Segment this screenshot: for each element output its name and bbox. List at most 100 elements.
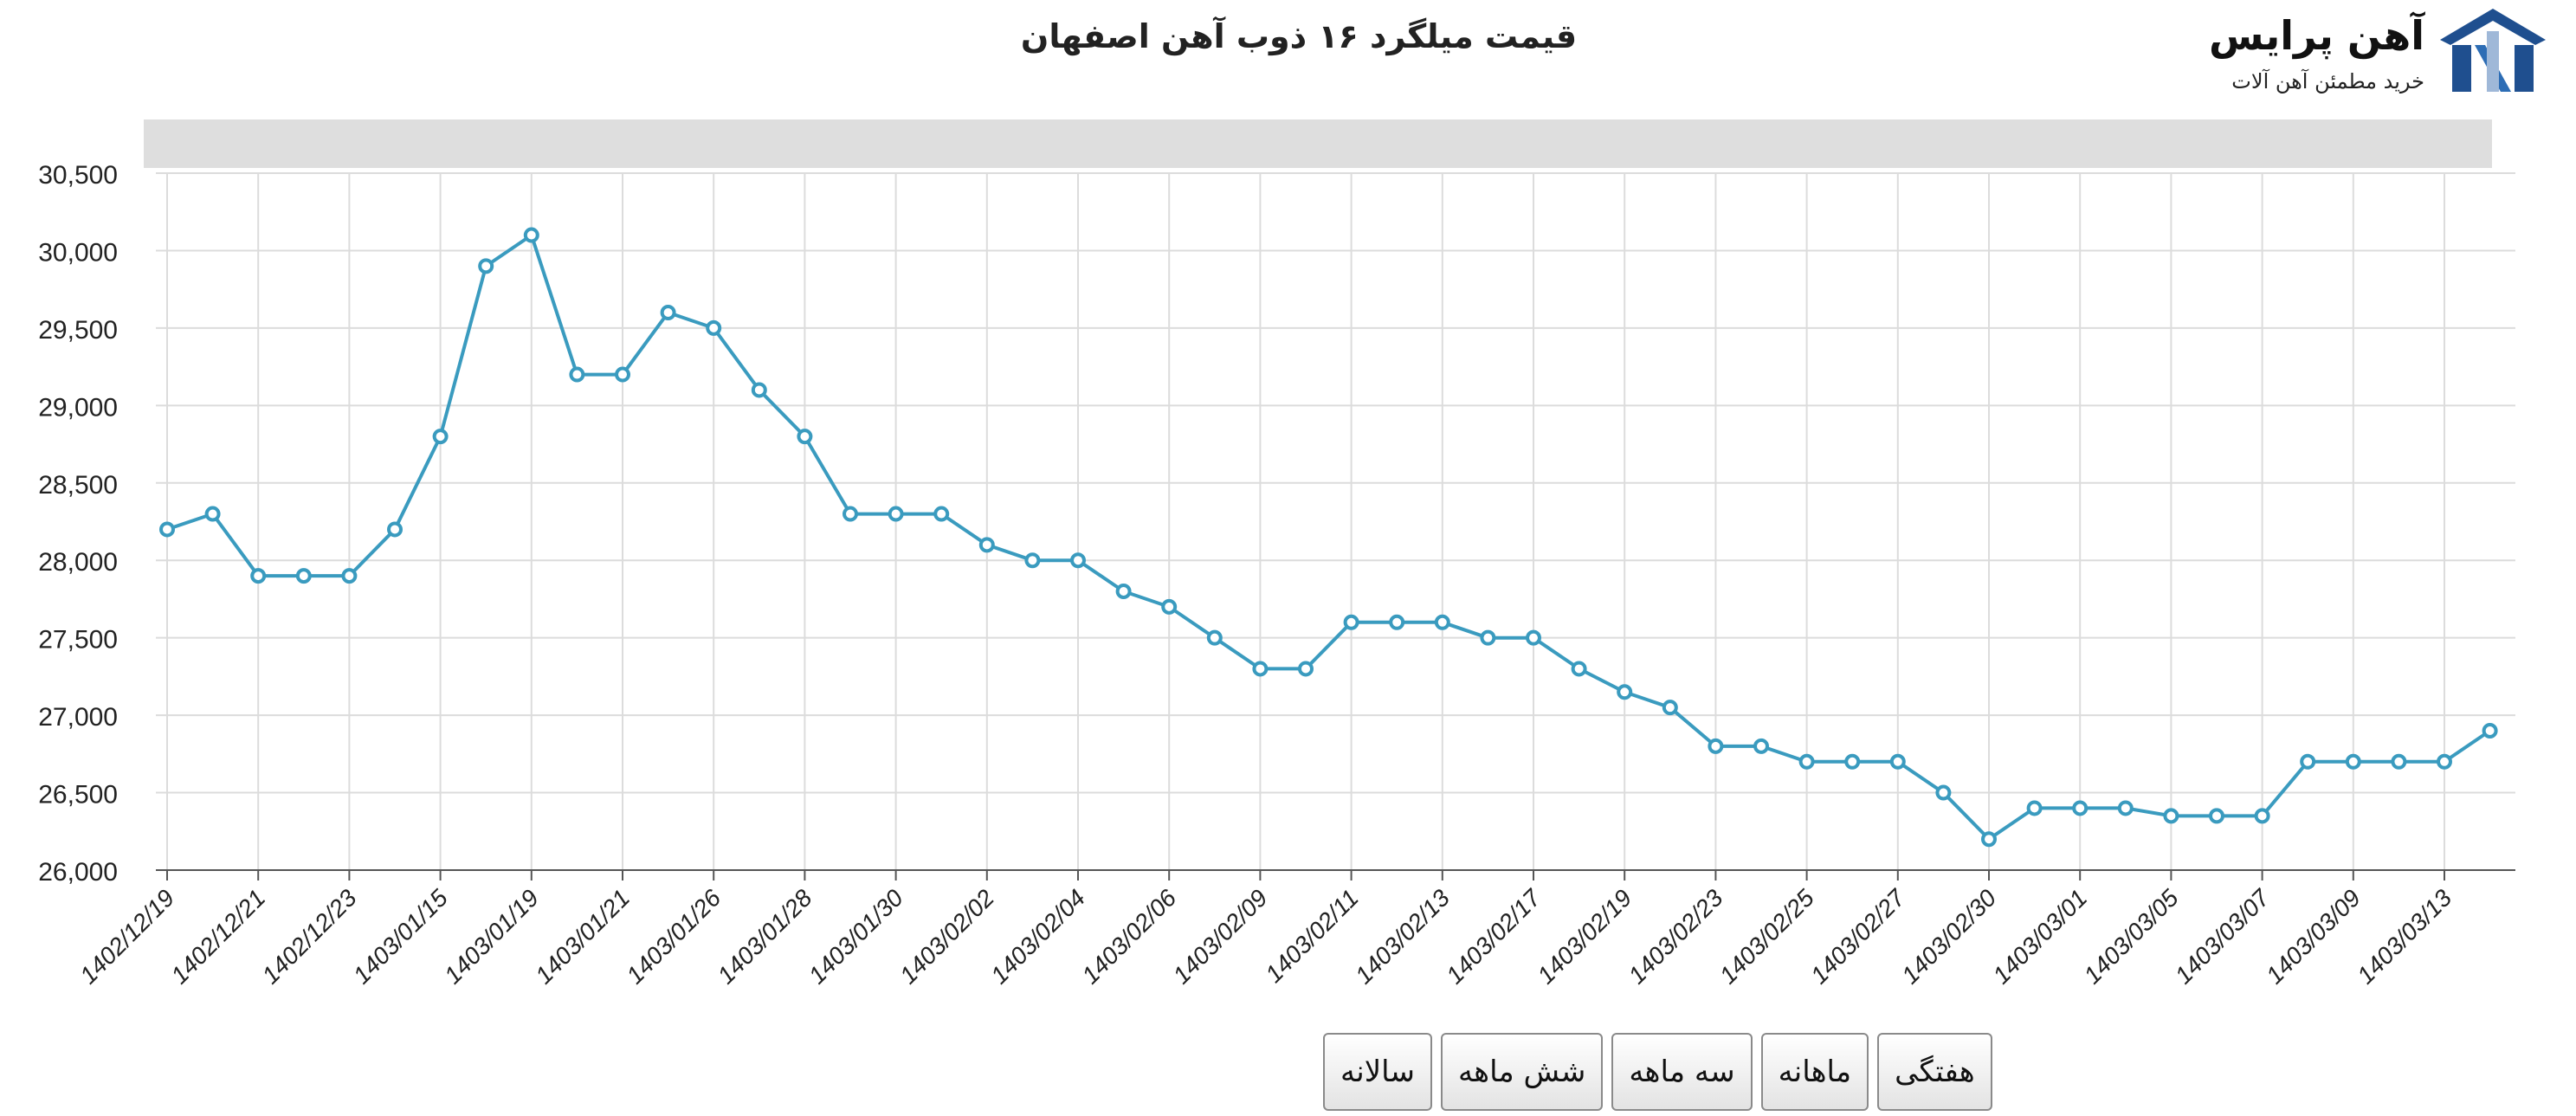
x-tick-label: 1403/02/17 — [1441, 883, 1546, 989]
data-point[interactable] — [1161, 598, 1178, 615]
x-tick-label: 1403/03/13 — [2352, 884, 2457, 989]
data-point[interactable] — [2117, 800, 2134, 816]
x-tick-label: 1403/02/23 — [1624, 884, 1728, 989]
chart-title: قیمت میلگرد ۱۶ ذوب آهن اصفهان — [1020, 17, 1578, 55]
data-point[interactable] — [2391, 753, 2407, 770]
data-point[interactable] — [250, 568, 267, 584]
data-point[interactable] — [1115, 584, 1132, 599]
data-point[interactable] — [478, 258, 494, 274]
data-point[interactable] — [387, 521, 403, 538]
y-axis-labels: 26,000 26,500 27,000 27,500 28,000 28,500 29,0… — [38, 161, 118, 887]
brand-tagline: خرید مطمئن آهن آلات — [2231, 69, 2424, 94]
data-point[interactable] — [2072, 800, 2089, 816]
data-point[interactable] — [1389, 614, 1405, 630]
data-point[interactable] — [1617, 684, 1633, 700]
data-point[interactable] — [2345, 753, 2361, 770]
data-point[interactable] — [1981, 831, 1997, 848]
data-point[interactable] — [523, 227, 539, 243]
data-point[interactable] — [1662, 700, 1678, 716]
y-tick-label: 30,500 — [38, 161, 118, 190]
data-point[interactable] — [660, 305, 676, 320]
x-tick-label: 1403/02/27 — [1805, 883, 1911, 989]
data-point[interactable] — [797, 429, 813, 445]
data-point[interactable] — [1434, 614, 1450, 630]
data-point[interactable] — [204, 506, 221, 522]
line-chart: 26,000 26,500 27,000 27,500 28,000 28,500 29,0… — [38, 119, 2515, 989]
data-point[interactable] — [933, 506, 950, 522]
data-point[interactable] — [1753, 738, 1769, 754]
data-point[interactable] — [615, 366, 630, 383]
data-point[interactable] — [1206, 629, 1223, 646]
x-tick-label: 1403/01/28 — [713, 884, 817, 989]
data-point[interactable] — [1571, 661, 1587, 677]
data-point[interactable] — [1298, 661, 1314, 677]
brand-name: آهن پرایس — [2208, 12, 2424, 59]
x-tick-label: 1402/12/21 — [165, 884, 270, 989]
series-points — [159, 227, 2498, 848]
y-tick-label: 27,000 — [38, 703, 118, 732]
data-point[interactable] — [1889, 753, 1906, 770]
data-point[interactable] — [1343, 614, 1359, 630]
data-point[interactable] — [2254, 808, 2270, 824]
horizontal-gridlines — [156, 172, 2515, 871]
data-point[interactable] — [2300, 753, 2316, 770]
data-point[interactable] — [978, 537, 995, 553]
y-tick-label: 29,000 — [38, 393, 118, 422]
y-tick-label: 28,500 — [38, 471, 118, 500]
data-point[interactable] — [295, 568, 312, 584]
x-tick-label: 1403/03/01 — [1987, 884, 2092, 989]
x-tick-label: 1403/03/05 — [2079, 884, 2184, 989]
x-tick-label: 1403/01/21 — [530, 884, 635, 989]
data-point[interactable] — [2026, 800, 2043, 816]
x-tick-label: 1403/01/19 — [439, 884, 544, 989]
x-tick-label: 1403/02/25 — [1714, 884, 1819, 989]
x-tick-label: 1403/03/09 — [2261, 884, 2366, 989]
data-point[interactable] — [341, 568, 358, 584]
data-point[interactable] — [569, 366, 585, 383]
data-point[interactable] — [2163, 808, 2179, 824]
brand-logo-block[interactable]: آهن پرایس خرید مطمئن آهن آلات — [2199, 0, 2563, 104]
data-point[interactable] — [1935, 784, 1952, 801]
x-tick-label: 1403/02/30 — [1896, 884, 2001, 989]
vertical-gridlines — [166, 173, 2445, 881]
range-button-six-months[interactable]: شش ماهه — [1440, 1033, 1604, 1111]
range-button-monthly[interactable]: ماهانه — [1760, 1033, 1869, 1111]
x-axis-labels: 1402/12/191402/12/211402/12/231403/01/15… — [74, 883, 2457, 989]
data-point[interactable] — [706, 319, 722, 336]
data-point[interactable] — [2209, 808, 2224, 824]
y-tick-label: 27,500 — [38, 626, 118, 655]
x-tick-label: 1403/02/06 — [1076, 884, 1181, 989]
range-selector: هفتگی ماهانه سه ماهه شش ماهه سالانه — [1323, 1033, 1992, 1111]
data-point[interactable] — [1844, 753, 1861, 770]
x-tick-label: 1402/12/19 — [74, 884, 179, 989]
data-point[interactable] — [159, 521, 175, 538]
data-point[interactable] — [1708, 738, 1724, 754]
range-button-yearly[interactable]: سالانه — [1323, 1033, 1432, 1111]
data-point[interactable] — [751, 382, 767, 398]
data-point[interactable] — [1070, 552, 1086, 569]
data-point[interactable] — [2482, 723, 2498, 739]
data-point[interactable] — [843, 506, 858, 522]
y-tick-label: 26,000 — [38, 858, 118, 887]
data-point[interactable] — [1526, 629, 1541, 646]
data-point[interactable] — [1480, 629, 1496, 646]
chart-navigator-bar[interactable] — [144, 119, 2492, 168]
y-tick-label: 26,500 — [38, 781, 118, 810]
range-button-weekly[interactable]: هفتگی — [1877, 1033, 1992, 1111]
x-tick-label: 1403/02/02 — [894, 884, 999, 989]
y-tick-label: 28,000 — [38, 548, 118, 577]
x-tick-label: 1403/02/11 — [1260, 884, 1364, 988]
data-point[interactable] — [888, 506, 904, 522]
data-point[interactable] — [1252, 661, 1269, 677]
x-tick-label: 1403/01/30 — [804, 884, 908, 989]
x-tick-label: 1403/01/26 — [621, 884, 726, 989]
x-tick-label: 1403/01/15 — [348, 884, 453, 989]
house-roof-logo-icon — [2440, 9, 2546, 92]
data-point[interactable] — [1798, 753, 1815, 770]
x-tick-label: 1403/03/07 — [2170, 883, 2276, 989]
range-button-quarterly[interactable]: سه ماهه — [1611, 1033, 1753, 1111]
data-point[interactable] — [2437, 753, 2452, 770]
data-point[interactable] — [1024, 552, 1041, 569]
x-tick-label: 1403/02/04 — [985, 884, 1090, 989]
data-point[interactable] — [432, 429, 449, 445]
